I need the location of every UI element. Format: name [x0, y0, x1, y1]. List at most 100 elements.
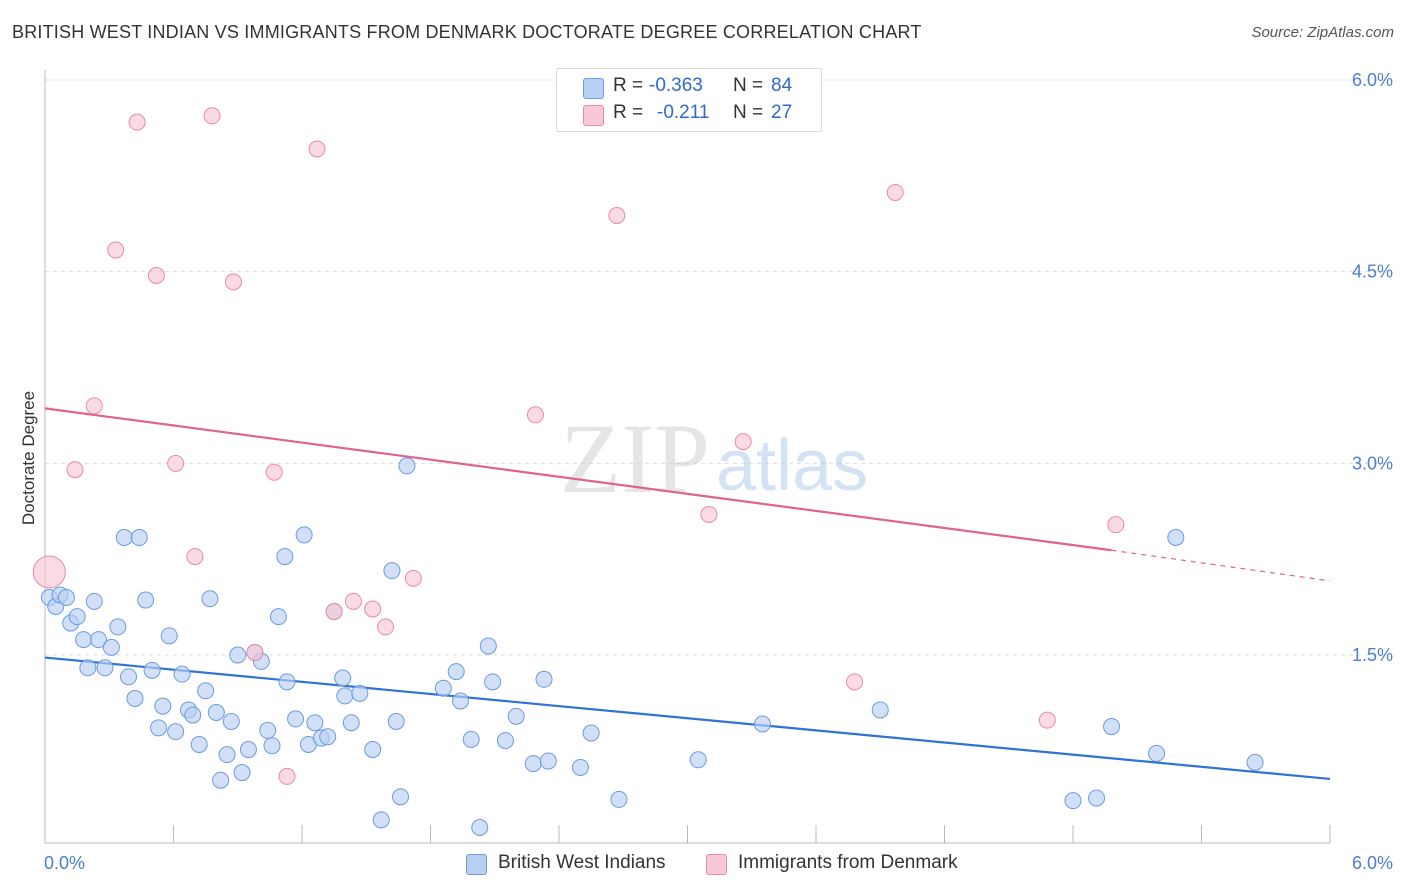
- british-west-indians-point: [233, 764, 251, 782]
- british-west-indians-point: [276, 548, 294, 566]
- y-tick-label: 4.5%: [1352, 262, 1393, 282]
- british-west-indians-point: [287, 710, 305, 728]
- correlation-legend: R = -0.363 N = 84 R = -0.211 N = 27: [556, 68, 822, 132]
- british-west-indians-point: [259, 721, 277, 739]
- immigrants-from-denmark-point: [526, 406, 544, 424]
- british-west-indians-point: [1103, 718, 1121, 736]
- legend-swatch-blue: [583, 78, 604, 99]
- british-west-indians-trend-line: [44, 656, 1331, 781]
- bottom-legend-swatch-pink: [706, 854, 727, 875]
- british-west-indians-point: [451, 692, 469, 710]
- british-west-indians-point: [372, 811, 390, 829]
- british-west-indians-point: [201, 590, 219, 608]
- british-west-indians-point: [610, 790, 628, 808]
- axes: [44, 70, 1331, 844]
- british-west-indians-point: [278, 673, 296, 691]
- british-west-indians-point: [85, 592, 103, 610]
- british-west-indians-point: [383, 562, 401, 580]
- immigrants-from-denmark-point: [846, 673, 864, 691]
- british-west-indians-point: [218, 746, 236, 764]
- british-west-indians-point: [524, 755, 542, 773]
- british-west-indians-point: [306, 714, 324, 732]
- british-west-indians-point: [263, 737, 281, 755]
- bottom-legend-label-blue: British West Indians: [498, 852, 666, 873]
- immigrants-from-denmark-point: [66, 461, 84, 479]
- british-west-indians-point: [75, 631, 93, 649]
- y-tick-label: 1.5%: [1352, 645, 1393, 665]
- british-west-indians-point: [295, 526, 313, 544]
- trend-lines: [44, 407, 1331, 781]
- y-tick-label: 6.0%: [1352, 70, 1393, 90]
- immigrants-from-denmark-point: [608, 206, 626, 224]
- british-west-indians-point: [79, 659, 97, 677]
- british-west-indians-point: [1246, 753, 1264, 771]
- british-west-indians-point: [269, 608, 287, 626]
- immigrants-from-denmark-trend-line: [44, 407, 1112, 552]
- immigrants-from-denmark-point: [278, 767, 296, 785]
- british-west-indians-point: [150, 719, 168, 737]
- immigrants-from-denmark-point: [364, 600, 382, 618]
- british-west-indians-point: [239, 741, 257, 759]
- immigrants-from-denmark-point: [85, 397, 103, 415]
- british-west-indians-point: [535, 670, 553, 688]
- immigrants-from-denmark-point: [186, 548, 204, 566]
- british-west-indians-point: [336, 687, 354, 705]
- immigrants-from-denmark-point: [203, 107, 221, 125]
- legend-n-label: N =: [733, 75, 764, 96]
- british-west-indians-point: [184, 706, 202, 724]
- immigrants-from-denmark-point: [107, 241, 125, 259]
- british-west-indians-point: [496, 732, 514, 750]
- british-west-indians-point: [57, 589, 75, 606]
- source-label: Source: ZipAtlas.com: [1251, 24, 1394, 41]
- british-west-indians-point: [479, 637, 497, 655]
- immigrants-from-denmark-point: [404, 569, 422, 587]
- legend-r-value: -0.363: [649, 75, 703, 96]
- british-west-indians-point: [197, 682, 215, 700]
- y-tick-label: 3.0%: [1352, 453, 1393, 473]
- british-west-indians-point: [398, 457, 416, 475]
- british-west-indians-point: [212, 771, 230, 789]
- tick-labels: 1.5% 3.0% 4.5% 6.0% 0.0% 6.0%: [44, 70, 1393, 873]
- immigrants-from-denmark-point: [32, 555, 66, 589]
- immigrants-from-denmark-point: [167, 454, 185, 472]
- british-west-indians-point: [1088, 789, 1106, 807]
- x-tick-label: 6.0%: [1352, 853, 1393, 873]
- bottom-legend-swatch-blue: [466, 854, 487, 875]
- british-west-indians-point: [434, 679, 452, 697]
- immigrants-from-denmark-point: [224, 273, 242, 291]
- immigrants-from-denmark-point: [265, 463, 283, 481]
- x-tick-label: 0.0%: [44, 853, 85, 873]
- legend-n-value: 84: [771, 75, 793, 96]
- british-west-indians-point: [167, 723, 185, 741]
- chart-title: BRITISH WEST INDIAN VS IMMIGRANTS FROM D…: [12, 22, 922, 42]
- watermark-zip: ZIP: [560, 403, 710, 514]
- gridlines: [45, 79, 1390, 656]
- british-west-indians-point: [462, 730, 480, 748]
- legend-n-label: N =: [733, 102, 764, 123]
- british-west-indians-point: [190, 735, 208, 753]
- immigrants-from-denmark-trend-extension: [1111, 549, 1331, 582]
- british-west-indians-point: [160, 627, 178, 645]
- immigrants-from-denmark-point: [147, 267, 165, 284]
- british-west-indians-point: [96, 659, 114, 677]
- british-west-indians-point: [154, 697, 172, 715]
- immigrants-from-denmark-point: [886, 183, 904, 201]
- british-west-indians-point: [471, 819, 489, 836]
- data-points: [32, 107, 1264, 836]
- british-west-indians-point: [351, 684, 369, 702]
- british-west-indians-point: [539, 752, 557, 770]
- immigrants-from-denmark-point: [344, 592, 362, 610]
- british-west-indians-point: [68, 608, 86, 626]
- british-west-indians-point: [387, 712, 405, 730]
- british-west-indians-point: [582, 724, 600, 742]
- british-west-indians-point: [484, 673, 502, 691]
- british-west-indians-point: [342, 714, 360, 732]
- immigrants-from-denmark-point: [246, 643, 264, 661]
- legend-r-label: R =: [613, 102, 644, 123]
- british-west-indians-point: [143, 661, 161, 679]
- immigrants-from-denmark-point: [128, 113, 146, 131]
- british-west-indians-point: [319, 728, 337, 746]
- british-west-indians-point: [871, 701, 889, 719]
- british-west-indians-point: [126, 689, 144, 707]
- legend-r-label: R =: [613, 75, 644, 96]
